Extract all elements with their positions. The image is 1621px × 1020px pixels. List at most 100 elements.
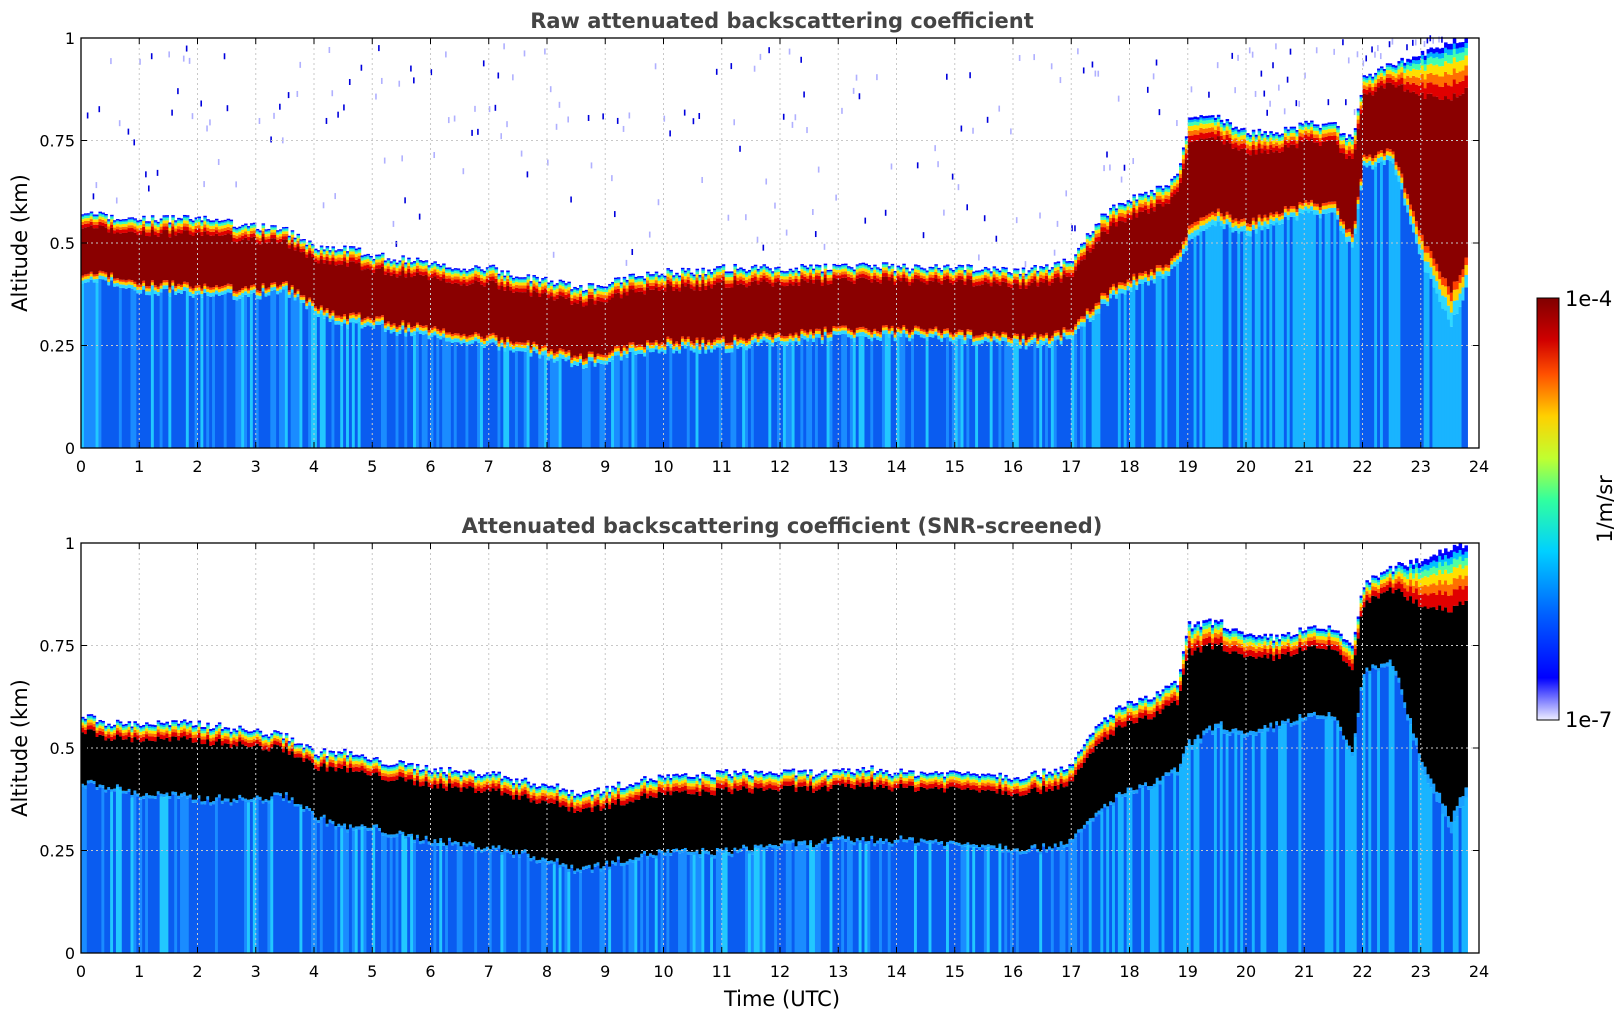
layer-cell xyxy=(305,249,309,252)
layer-cell xyxy=(389,324,394,327)
noise-speck xyxy=(972,127,974,134)
layer-cell xyxy=(308,299,312,303)
layer-cell xyxy=(529,286,534,290)
layer-cell xyxy=(535,279,539,283)
layer-cell xyxy=(83,216,88,219)
layer-cell xyxy=(1225,119,1230,122)
layer-cell xyxy=(212,220,216,222)
layer-cell xyxy=(182,217,187,221)
layer-cell xyxy=(223,225,228,229)
layer-cell xyxy=(346,262,350,267)
heatmap-column xyxy=(311,243,315,448)
heatmap-column xyxy=(354,248,359,448)
layer-cell xyxy=(241,290,245,294)
layer-cell xyxy=(514,281,519,285)
layer-cell xyxy=(162,282,167,286)
layer-cell xyxy=(244,291,248,295)
layer-cell xyxy=(512,345,516,349)
layer-cell xyxy=(81,277,85,281)
heatmap-column xyxy=(346,251,350,448)
heatmap-column xyxy=(142,215,146,448)
layer-cell xyxy=(81,214,85,216)
layer-cell xyxy=(529,282,534,285)
layer-cell xyxy=(139,224,143,228)
layer-cell xyxy=(174,228,178,232)
layer-cell xyxy=(264,293,268,297)
layer-cell xyxy=(284,228,289,230)
layer-cell xyxy=(520,280,525,283)
layer-cell xyxy=(517,347,522,352)
layer-cell xyxy=(340,252,344,255)
layer-cell xyxy=(255,290,260,293)
heatmap-column xyxy=(226,105,231,448)
layer-cell xyxy=(110,214,114,217)
noise-speck xyxy=(191,113,194,120)
layer-cell xyxy=(252,225,257,228)
noise-speck xyxy=(185,45,188,52)
layer-cell xyxy=(319,259,324,306)
layer-cell xyxy=(491,335,496,339)
layer-cell xyxy=(290,232,295,235)
layer-cell xyxy=(92,215,97,218)
heatmap-column xyxy=(188,57,193,448)
layer-cell xyxy=(229,222,234,225)
layer-cell xyxy=(494,278,499,283)
layer-cell xyxy=(398,265,402,269)
layer-cell xyxy=(145,232,149,237)
heatmap-column xyxy=(168,51,172,448)
layer-cell xyxy=(459,285,464,336)
layer-cell xyxy=(465,279,469,283)
layer-cell xyxy=(817,265,822,267)
layer-cell xyxy=(311,305,315,310)
heatmap-column xyxy=(398,80,402,448)
layer-cell xyxy=(284,281,289,283)
layer-cell xyxy=(517,342,522,345)
layer-cell xyxy=(430,265,435,269)
layer-cell xyxy=(284,239,289,282)
layer-cell xyxy=(514,276,519,279)
layer-cell xyxy=(302,239,306,241)
layer-cell xyxy=(133,221,137,224)
layer-cell xyxy=(488,270,493,274)
layer-cell xyxy=(214,218,219,221)
layer-cell xyxy=(235,296,239,301)
layer-cell xyxy=(328,260,333,265)
layer-cell xyxy=(244,224,248,227)
layer-cell xyxy=(392,264,397,268)
layer-cell xyxy=(372,258,376,261)
layer-cell xyxy=(462,271,467,274)
layer-cell xyxy=(739,267,743,270)
layer-cell xyxy=(115,278,120,281)
layer-cell xyxy=(107,277,111,280)
layer-cell xyxy=(270,235,274,239)
heatmap-column xyxy=(81,214,85,448)
noise-speck xyxy=(587,114,590,121)
layer-cell xyxy=(302,248,306,252)
layer-cell xyxy=(424,268,429,272)
layer-cell xyxy=(188,286,193,289)
layer-cell xyxy=(360,319,365,322)
layer-cell xyxy=(375,254,379,257)
layer-cell xyxy=(494,267,499,269)
layer-cell xyxy=(1243,129,1247,132)
layer-cell xyxy=(133,226,137,230)
layer-cell xyxy=(340,250,344,253)
layer-cell xyxy=(168,225,172,228)
heatmap-column xyxy=(529,281,534,448)
layer-cell xyxy=(92,279,97,283)
layer-cell xyxy=(523,278,528,281)
layer-cell xyxy=(279,233,283,237)
noise-speck xyxy=(270,136,272,143)
noise-speck xyxy=(1234,87,1236,94)
heatmap-column xyxy=(465,270,469,448)
heatmap-column xyxy=(331,90,335,448)
layer-cell xyxy=(372,260,376,262)
heatmap-column xyxy=(497,72,501,448)
layer-cell xyxy=(468,284,472,336)
layer-cell xyxy=(331,246,335,248)
aerosol-cell xyxy=(512,352,516,448)
layer-cell xyxy=(212,287,216,290)
layer-cell xyxy=(549,280,554,283)
layer-cell xyxy=(247,227,251,229)
layer-cell xyxy=(418,263,423,266)
